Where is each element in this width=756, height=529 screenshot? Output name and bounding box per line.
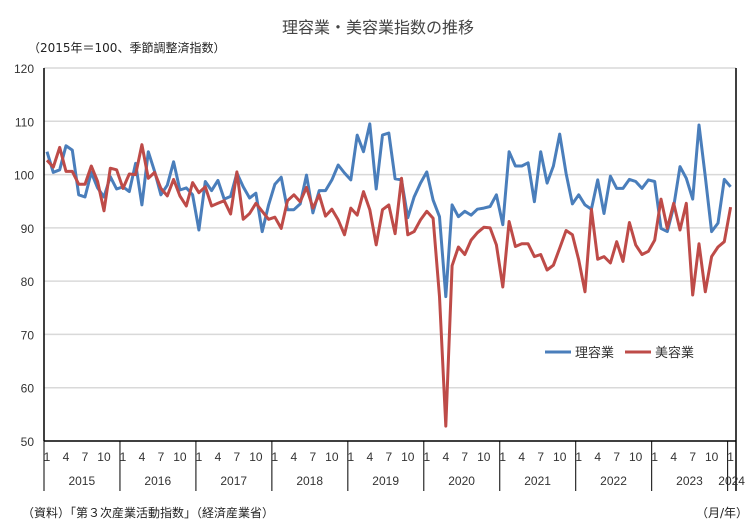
x-year-label: 2018 bbox=[296, 474, 323, 488]
x-year-label: 2020 bbox=[448, 474, 475, 488]
y-tick-label: 100 bbox=[14, 169, 34, 183]
x-month-tick-label: 4 bbox=[518, 450, 525, 464]
x-month-tick-label: 10 bbox=[629, 450, 643, 464]
x-month-tick-label: 1 bbox=[120, 450, 127, 464]
x-year-label: 2022 bbox=[600, 474, 627, 488]
x-month-tick-label: 10 bbox=[477, 450, 491, 464]
x-month-tick-label: 1 bbox=[727, 450, 734, 464]
y-tick-label: 60 bbox=[21, 382, 35, 396]
x-month-tick-label: 10 bbox=[173, 450, 187, 464]
chart-title: 理容業・美容業指数の推移 bbox=[281, 18, 474, 37]
x-month-tick-label: 4 bbox=[442, 450, 449, 464]
y-tick-label: 120 bbox=[14, 62, 34, 76]
x-month-tick-label: 4 bbox=[670, 450, 677, 464]
x-month-tick-label: 7 bbox=[234, 450, 241, 464]
legend-label: 美容業 bbox=[655, 345, 694, 360]
axis-unit-label: （月/年） bbox=[695, 506, 748, 520]
x-month-tick-label: 7 bbox=[537, 450, 544, 464]
y-tick-label: 50 bbox=[21, 435, 35, 449]
x-month-tick-label: 10 bbox=[553, 450, 567, 464]
x-year-label: 2019 bbox=[372, 474, 399, 488]
x-month-tick-label: 4 bbox=[291, 450, 298, 464]
x-month-tick-label: 4 bbox=[594, 450, 601, 464]
x-year-label: 2024 bbox=[718, 474, 745, 488]
legend-label: 理容業 bbox=[575, 345, 614, 360]
x-month-tick-label: 10 bbox=[249, 450, 263, 464]
series-line-barber bbox=[45, 122, 732, 299]
source-note: （資料）「第３次産業活動指数」（経済産業省） bbox=[22, 506, 275, 520]
x-month-tick-label: 7 bbox=[613, 450, 620, 464]
x-month-tick-label: 10 bbox=[325, 450, 339, 464]
x-month-tick-label: 1 bbox=[499, 450, 506, 464]
y-tick-label: 90 bbox=[21, 222, 35, 236]
x-month-tick-label: 10 bbox=[705, 450, 719, 464]
x-month-tick-label: 4 bbox=[215, 450, 222, 464]
x-month-tick-label: 1 bbox=[347, 450, 354, 464]
x-year-label: 2023 bbox=[676, 474, 703, 488]
y-tick-label: 70 bbox=[21, 328, 35, 342]
x-month-tick-label: 7 bbox=[461, 450, 468, 464]
x-month-tick-label: 1 bbox=[44, 450, 51, 464]
x-month-tick-label: 4 bbox=[139, 450, 146, 464]
x-month-tick-label: 7 bbox=[310, 450, 317, 464]
x-month-tick-label: 1 bbox=[196, 450, 203, 464]
x-month-tick-label: 1 bbox=[272, 450, 279, 464]
x-month-tick-label: 4 bbox=[366, 450, 373, 464]
x-year-label: 2016 bbox=[144, 474, 171, 488]
x-month-tick-label: 10 bbox=[97, 450, 111, 464]
x-month-tick-label: 7 bbox=[158, 450, 165, 464]
x-month-tick-label: 1 bbox=[651, 450, 658, 464]
x-month-tick-label: 1 bbox=[575, 450, 582, 464]
y-tick-label: 110 bbox=[15, 115, 34, 129]
y-tick-label: 80 bbox=[21, 275, 35, 289]
x-month-tick-label: 7 bbox=[689, 450, 696, 464]
series-line-beauty bbox=[45, 143, 733, 428]
chart-subtitle: （2015年＝100、季節調整済指数） bbox=[28, 41, 226, 55]
x-year-label: 2021 bbox=[524, 474, 551, 488]
x-month-tick-label: 7 bbox=[385, 450, 392, 464]
x-month-tick-label: 4 bbox=[63, 450, 70, 464]
x-year-label: 2015 bbox=[68, 474, 95, 488]
x-year-label: 2017 bbox=[220, 474, 247, 488]
x-month-tick-label: 7 bbox=[82, 450, 89, 464]
x-month-tick-label: 10 bbox=[401, 450, 415, 464]
x-month-tick-label: 1 bbox=[423, 450, 430, 464]
